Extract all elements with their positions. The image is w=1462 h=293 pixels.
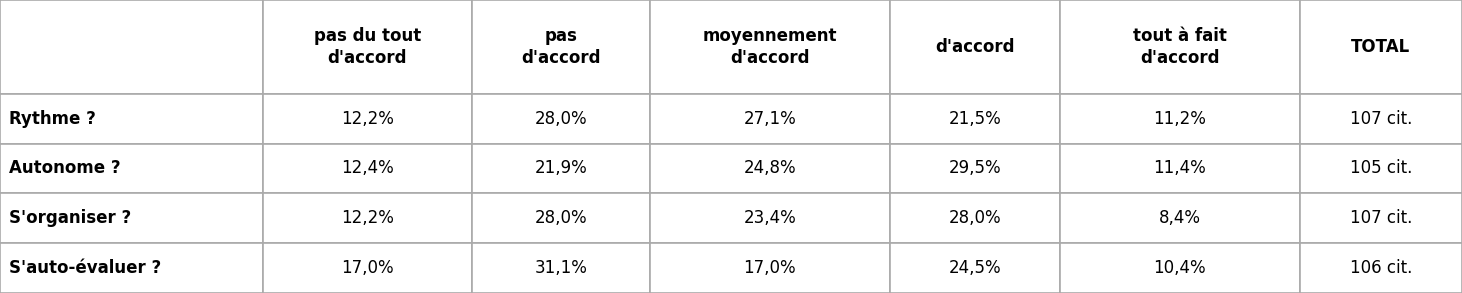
Bar bbox=[472, 243, 649, 293]
Text: 107 cit.: 107 cit. bbox=[1349, 110, 1412, 128]
Bar bbox=[889, 144, 1060, 193]
Text: 24,5%: 24,5% bbox=[949, 259, 1001, 277]
Text: 28,0%: 28,0% bbox=[949, 209, 1001, 227]
Text: 105 cit.: 105 cit. bbox=[1349, 159, 1412, 178]
Bar bbox=[1060, 94, 1300, 144]
Bar bbox=[649, 193, 889, 243]
Text: 106 cit.: 106 cit. bbox=[1349, 259, 1412, 277]
Bar bbox=[1060, 243, 1300, 293]
Bar bbox=[0, 144, 263, 193]
Bar bbox=[1300, 243, 1462, 293]
Bar bbox=[649, 243, 889, 293]
Text: 24,8%: 24,8% bbox=[743, 159, 795, 178]
Text: 17,0%: 17,0% bbox=[743, 259, 795, 277]
Bar bbox=[649, 144, 889, 193]
Text: 23,4%: 23,4% bbox=[743, 209, 795, 227]
Text: 21,5%: 21,5% bbox=[949, 110, 1001, 128]
Bar bbox=[649, 94, 889, 144]
Bar bbox=[263, 144, 472, 193]
Bar bbox=[1300, 0, 1462, 94]
Text: pas du tout
d'accord: pas du tout d'accord bbox=[314, 27, 421, 67]
Text: Rythme ?: Rythme ? bbox=[9, 110, 95, 128]
Bar bbox=[472, 144, 649, 193]
Bar bbox=[0, 193, 263, 243]
Bar bbox=[263, 94, 472, 144]
Text: 12,4%: 12,4% bbox=[341, 159, 393, 178]
Text: 29,5%: 29,5% bbox=[949, 159, 1001, 178]
Bar bbox=[1060, 193, 1300, 243]
Bar bbox=[889, 94, 1060, 144]
Bar bbox=[263, 243, 472, 293]
Text: S'auto-évaluer ?: S'auto-évaluer ? bbox=[9, 259, 161, 277]
Text: S'organiser ?: S'organiser ? bbox=[9, 209, 132, 227]
Bar bbox=[0, 94, 263, 144]
Text: 27,1%: 27,1% bbox=[743, 110, 795, 128]
Text: pas
d'accord: pas d'accord bbox=[520, 27, 601, 67]
Bar bbox=[1060, 144, 1300, 193]
Text: 10,4%: 10,4% bbox=[1154, 259, 1206, 277]
Text: 8,4%: 8,4% bbox=[1159, 209, 1200, 227]
Bar bbox=[889, 243, 1060, 293]
Text: 12,2%: 12,2% bbox=[341, 110, 393, 128]
Bar bbox=[472, 193, 649, 243]
Text: 17,0%: 17,0% bbox=[341, 259, 393, 277]
Text: 11,2%: 11,2% bbox=[1154, 110, 1206, 128]
Bar bbox=[0, 243, 263, 293]
Text: 31,1%: 31,1% bbox=[535, 259, 588, 277]
Bar bbox=[263, 193, 472, 243]
Text: Autonome ?: Autonome ? bbox=[9, 159, 120, 178]
Text: TOTAL: TOTAL bbox=[1351, 38, 1411, 56]
Bar bbox=[889, 193, 1060, 243]
Text: 12,2%: 12,2% bbox=[341, 209, 393, 227]
Text: 107 cit.: 107 cit. bbox=[1349, 209, 1412, 227]
Bar bbox=[1300, 144, 1462, 193]
Text: 21,9%: 21,9% bbox=[535, 159, 588, 178]
Text: 28,0%: 28,0% bbox=[535, 209, 588, 227]
Bar bbox=[889, 0, 1060, 94]
Bar bbox=[472, 94, 649, 144]
Bar bbox=[263, 0, 472, 94]
Text: d'accord: d'accord bbox=[934, 38, 1015, 56]
Text: 28,0%: 28,0% bbox=[535, 110, 588, 128]
Bar bbox=[1300, 193, 1462, 243]
Bar bbox=[1300, 94, 1462, 144]
Bar bbox=[472, 0, 649, 94]
Bar bbox=[649, 0, 889, 94]
Text: tout à fait
d'accord: tout à fait d'accord bbox=[1133, 27, 1227, 67]
Text: moyennement
d'accord: moyennement d'accord bbox=[702, 27, 836, 67]
Text: 11,4%: 11,4% bbox=[1154, 159, 1206, 178]
Bar bbox=[1060, 0, 1300, 94]
Bar bbox=[0, 0, 263, 94]
